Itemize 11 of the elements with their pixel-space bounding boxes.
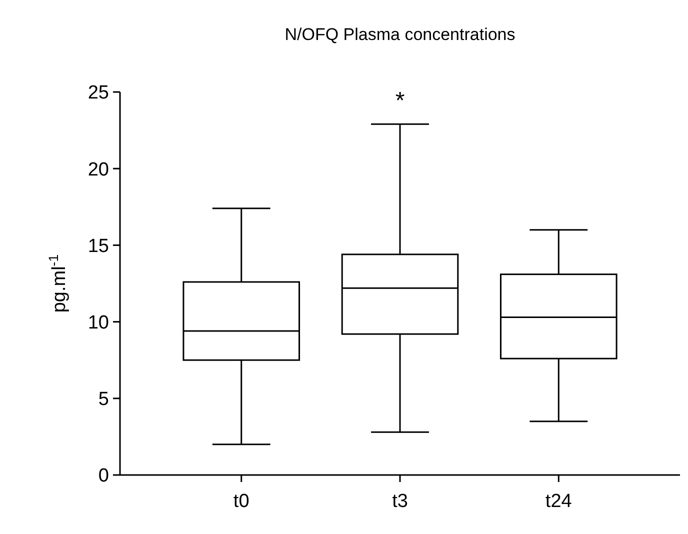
y-tick-label: 10	[88, 312, 109, 334]
x-tick-label: t3	[392, 491, 408, 512]
y-tick-label: 20	[88, 159, 109, 180]
annotation: *	[395, 87, 405, 114]
x-tick-label: t24	[545, 491, 572, 512]
y-tick-label: 5	[98, 389, 109, 410]
y-tick-label: 15	[88, 236, 109, 257]
x-tick-label: t0	[233, 491, 250, 512]
y-tick-label: 25	[88, 82, 109, 104]
chart-title: N/OFQ Plasma concentrations	[284, 25, 516, 44]
y-tick-label: 0	[98, 466, 109, 487]
